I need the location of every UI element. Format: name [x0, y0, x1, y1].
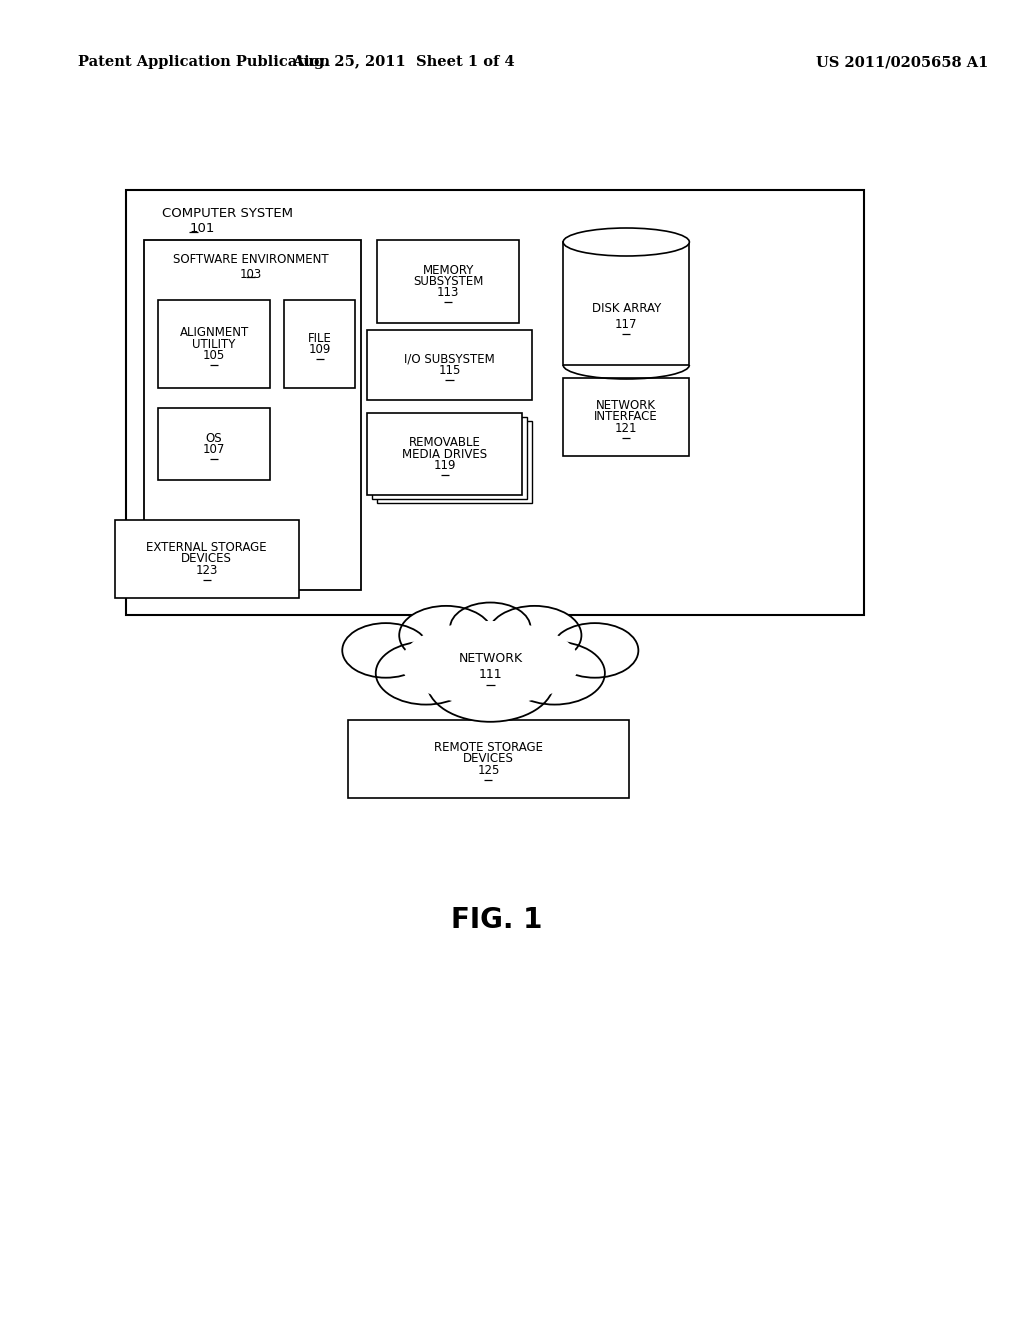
Ellipse shape [451, 602, 530, 653]
Ellipse shape [376, 642, 476, 705]
Text: DISK ARRAY: DISK ARRAY [592, 302, 660, 315]
Text: REMOVABLE: REMOVABLE [409, 436, 480, 449]
Text: 103: 103 [240, 268, 261, 281]
Text: 115: 115 [438, 364, 461, 378]
Text: FIG. 1: FIG. 1 [452, 906, 543, 935]
Text: UTILITY: UTILITY [193, 338, 236, 351]
Ellipse shape [563, 228, 689, 256]
Text: NETWORK: NETWORK [459, 652, 522, 664]
Text: 101: 101 [189, 222, 215, 235]
Bar [159, 300, 270, 388]
Bar [563, 242, 689, 366]
Ellipse shape [401, 620, 580, 705]
Ellipse shape [399, 606, 493, 665]
Bar [367, 330, 532, 400]
Bar [126, 190, 864, 615]
Ellipse shape [487, 606, 582, 665]
Text: 121: 121 [615, 422, 638, 436]
Text: 105: 105 [203, 348, 225, 362]
Bar [143, 240, 361, 590]
Text: SUBSYSTEM: SUBSYSTEM [413, 275, 483, 288]
Text: FILE: FILE [308, 331, 332, 345]
Bar [285, 300, 355, 388]
Text: INTERFACE: INTERFACE [594, 411, 658, 424]
Bar [347, 719, 629, 799]
Text: 111: 111 [478, 668, 502, 681]
Bar [563, 378, 689, 455]
Text: DEVICES: DEVICES [181, 553, 232, 565]
Text: 113: 113 [437, 286, 460, 300]
Text: I/O SUBSYSTEM: I/O SUBSYSTEM [404, 352, 495, 366]
Text: ALIGNMENT: ALIGNMENT [179, 326, 249, 339]
Text: COMPUTER SYSTEM: COMPUTER SYSTEM [162, 207, 293, 220]
Bar [115, 520, 299, 598]
Text: Patent Application Publication: Patent Application Publication [78, 55, 330, 69]
Text: 117: 117 [615, 318, 638, 331]
Text: DEVICES: DEVICES [463, 752, 514, 766]
Bar [367, 413, 522, 495]
Text: Aug. 25, 2011  Sheet 1 of 4: Aug. 25, 2011 Sheet 1 of 4 [292, 55, 514, 69]
Text: NETWORK: NETWORK [596, 399, 656, 412]
Text: 125: 125 [477, 764, 500, 777]
Text: OS: OS [206, 432, 222, 445]
Bar [159, 408, 270, 480]
Text: 107: 107 [203, 444, 225, 457]
Bar [377, 421, 532, 503]
Ellipse shape [551, 623, 638, 677]
Text: US 2011/0205658 A1: US 2011/0205658 A1 [815, 55, 988, 69]
Text: 123: 123 [196, 564, 218, 577]
Ellipse shape [342, 623, 429, 677]
Ellipse shape [505, 642, 605, 705]
Text: SOFTWARE ENVIRONMENT: SOFTWARE ENVIRONMENT [173, 253, 329, 267]
Text: 119: 119 [433, 459, 456, 473]
Bar [372, 417, 527, 499]
Text: 109: 109 [308, 343, 331, 356]
Text: REMOTE STORAGE: REMOTE STORAGE [434, 741, 543, 754]
Ellipse shape [427, 642, 554, 722]
Text: EXTERNAL STORAGE: EXTERNAL STORAGE [146, 541, 267, 554]
Text: MEDIA DRIVES: MEDIA DRIVES [402, 447, 487, 461]
Bar [377, 240, 519, 323]
Text: MEMORY: MEMORY [422, 264, 474, 276]
